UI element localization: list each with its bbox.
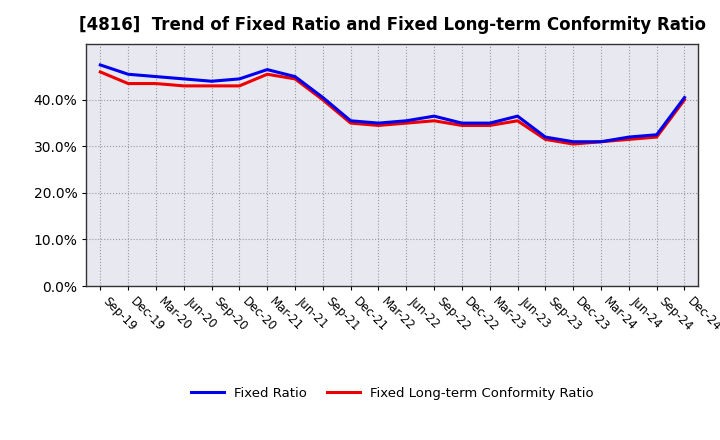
Fixed Ratio: [458, 121, 467, 126]
Line: Fixed Ratio: Fixed Ratio: [100, 65, 685, 142]
Fixed Long-term Conformity Ratio: [541, 137, 550, 142]
Fixed Ratio: [374, 121, 383, 126]
Line: Fixed Long-term Conformity Ratio: Fixed Long-term Conformity Ratio: [100, 72, 685, 144]
Fixed Ratio: [541, 135, 550, 140]
Fixed Long-term Conformity Ratio: [652, 135, 661, 140]
Legend: Fixed Ratio, Fixed Long-term Conformity Ratio: Fixed Ratio, Fixed Long-term Conformity …: [186, 381, 599, 405]
Title: [4816]  Trend of Fixed Ratio and Fixed Long-term Conformity Ratio: [4816] Trend of Fixed Ratio and Fixed Lo…: [79, 16, 706, 34]
Fixed Long-term Conformity Ratio: [152, 81, 161, 86]
Fixed Ratio: [597, 139, 606, 144]
Fixed Long-term Conformity Ratio: [124, 81, 132, 86]
Fixed Ratio: [652, 132, 661, 137]
Fixed Long-term Conformity Ratio: [207, 83, 216, 88]
Fixed Ratio: [346, 118, 355, 124]
Fixed Ratio: [402, 118, 410, 124]
Fixed Long-term Conformity Ratio: [485, 123, 494, 128]
Fixed Ratio: [179, 76, 188, 81]
Fixed Long-term Conformity Ratio: [291, 76, 300, 81]
Fixed Long-term Conformity Ratio: [263, 72, 271, 77]
Fixed Ratio: [318, 95, 327, 100]
Fixed Ratio: [96, 62, 104, 68]
Fixed Long-term Conformity Ratio: [458, 123, 467, 128]
Fixed Ratio: [263, 67, 271, 72]
Fixed Long-term Conformity Ratio: [513, 118, 522, 124]
Fixed Long-term Conformity Ratio: [179, 83, 188, 88]
Fixed Ratio: [291, 74, 300, 79]
Fixed Ratio: [235, 76, 243, 81]
Fixed Long-term Conformity Ratio: [569, 141, 577, 147]
Fixed Ratio: [207, 79, 216, 84]
Fixed Ratio: [152, 74, 161, 79]
Fixed Long-term Conformity Ratio: [430, 118, 438, 124]
Fixed Long-term Conformity Ratio: [346, 121, 355, 126]
Fixed Ratio: [624, 135, 633, 140]
Fixed Long-term Conformity Ratio: [680, 97, 689, 103]
Fixed Long-term Conformity Ratio: [374, 123, 383, 128]
Fixed Long-term Conformity Ratio: [96, 69, 104, 74]
Fixed Long-term Conformity Ratio: [624, 137, 633, 142]
Fixed Long-term Conformity Ratio: [235, 83, 243, 88]
Fixed Long-term Conformity Ratio: [318, 97, 327, 103]
Fixed Ratio: [569, 139, 577, 144]
Fixed Ratio: [124, 72, 132, 77]
Fixed Ratio: [513, 114, 522, 119]
Fixed Ratio: [680, 95, 689, 100]
Fixed Ratio: [485, 121, 494, 126]
Fixed Long-term Conformity Ratio: [597, 139, 606, 144]
Fixed Ratio: [430, 114, 438, 119]
Fixed Long-term Conformity Ratio: [402, 121, 410, 126]
